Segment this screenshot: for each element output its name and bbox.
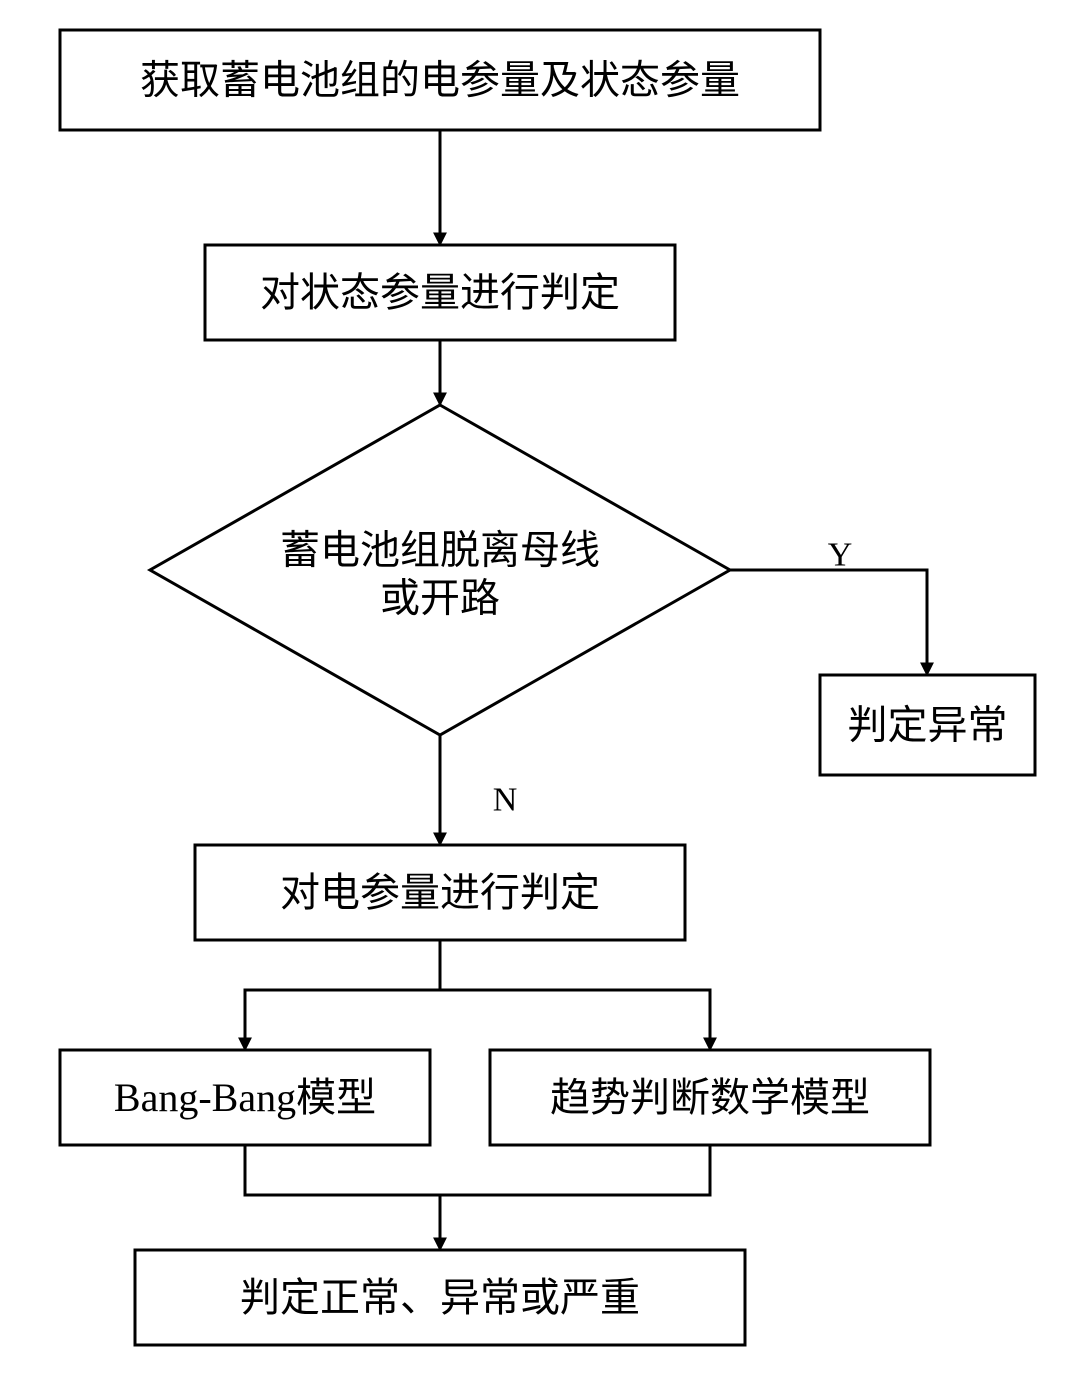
flow-box-label: 趋势判断数学模型 <box>550 1075 870 1120</box>
branch-label-y: Y <box>828 537 853 574</box>
edge <box>730 570 927 675</box>
flow-box-label: 判定正常、异常或严重 <box>240 1275 640 1320</box>
edge <box>245 940 440 1050</box>
branch-label-n: N <box>493 782 518 819</box>
flow-box-label: Bang-Bang模型 <box>114 1075 376 1120</box>
edge <box>440 990 710 1050</box>
edge <box>245 1145 710 1195</box>
flow-decision-line2: 或开路 <box>380 576 500 621</box>
flow-box-label: 获取蓄电池组的电参量及状态参量 <box>140 58 740 103</box>
flow-box-label: 对电参量进行判定 <box>280 870 600 915</box>
flow-decision-line1: 蓄电池组脱离母线 <box>280 528 600 573</box>
flow-box-label: 判定异常 <box>848 703 1008 748</box>
flow-box-label: 对状态参量进行判定 <box>260 270 620 315</box>
